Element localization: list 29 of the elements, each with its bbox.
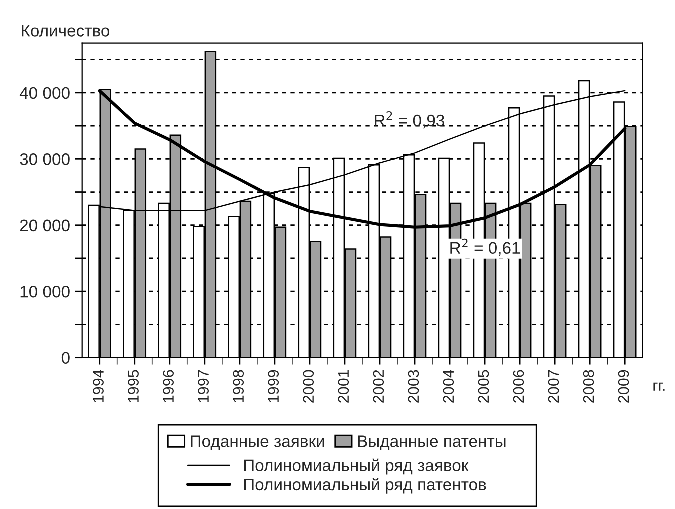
legend-label: Выданные патенты bbox=[358, 436, 506, 451]
annotation: R$^{2}$ = 0,93 bbox=[375, 111, 444, 129]
x-tick-label: 2001 bbox=[338, 370, 350, 403]
legend-label: Полиномиальный ряд патентов bbox=[244, 478, 486, 494]
x-tick-label: 2008 bbox=[583, 370, 594, 403]
y-axis-title: Количество bbox=[22, 25, 110, 37]
y-tick-label: 30 000 bbox=[20, 154, 70, 166]
x-tick-label: 2009 bbox=[618, 370, 630, 403]
y-tick-label: 0 bbox=[62, 352, 70, 364]
x-tick-label: 2006 bbox=[513, 370, 524, 403]
x-tick-label: 2007 bbox=[548, 370, 560, 403]
x-tick-label: 1996 bbox=[163, 370, 174, 402]
x-tick-label: 2005 bbox=[478, 370, 490, 403]
x-tick-label: 2000 bbox=[303, 370, 314, 403]
x-tick-label: 1994 bbox=[93, 370, 104, 402]
x-axis-title: гг. bbox=[654, 382, 665, 391]
y-tick-label: 20 000 bbox=[20, 220, 70, 232]
y-tick-label: 40 000 bbox=[20, 87, 70, 100]
legend-label: Полиномиальный ряд заявок bbox=[244, 458, 469, 475]
x-tick-label: 1995 bbox=[128, 370, 139, 402]
y-tick-label: 10 000 bbox=[20, 286, 70, 298]
x-tick-label: 2004 bbox=[443, 370, 454, 403]
annotation: R$^{2}$ = 0,61 bbox=[450, 238, 520, 256]
x-tick-label: 2003 bbox=[408, 370, 420, 403]
x-tick-label: 1999 bbox=[268, 370, 280, 402]
x-tick-label: 1997 bbox=[198, 370, 210, 402]
x-tick-label: 1998 bbox=[233, 370, 244, 402]
legend-label: Поданные заявки bbox=[191, 436, 324, 451]
x-tick-label: 2002 bbox=[373, 370, 384, 403]
